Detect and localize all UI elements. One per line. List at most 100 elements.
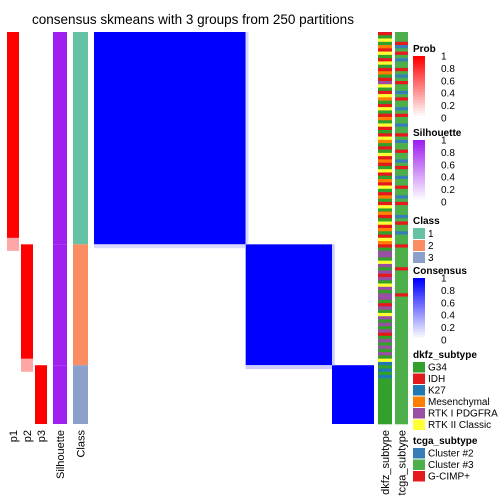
class-legend-label: 3	[428, 253, 434, 264]
tcga-cell	[395, 375, 408, 379]
dkfz-cell	[378, 146, 392, 150]
dkfz-cell	[378, 322, 392, 327]
tcga-cell	[395, 234, 408, 239]
tcga-cell	[395, 136, 408, 141]
tcga-cell	[395, 84, 408, 88]
silhouette-legend-swatch	[413, 186, 425, 190]
dkfz-cell	[378, 51, 392, 56]
dkfz-cell	[378, 388, 392, 392]
consensus-legend-swatch	[413, 327, 425, 331]
dkfz-cell	[378, 198, 392, 203]
dkfz-cell	[378, 169, 392, 173]
tcga-cell	[395, 103, 408, 108]
silhouette-legend-swatch	[413, 191, 425, 195]
tcga-cell	[395, 214, 408, 219]
dkfz-cell	[378, 64, 392, 69]
dkfz-subtype-legend-swatch	[413, 408, 425, 419]
dkfz-cell	[378, 273, 392, 278]
dkfz-cell	[378, 407, 392, 412]
consensus-block-3	[332, 365, 374, 424]
tcga-cell	[395, 378, 408, 382]
tcga-cell	[395, 77, 408, 82]
consensus-legend-swatch	[413, 303, 425, 307]
tcga-cell	[395, 74, 408, 79]
dkfz-cell	[378, 175, 392, 180]
tcga-cell	[395, 391, 408, 395]
dkfz-subtype-legend-label: G34	[428, 363, 447, 374]
dkfz-cell	[378, 195, 392, 199]
prob-legend-tick: 0.8	[441, 64, 455, 75]
prob-legend-swatch	[413, 107, 425, 111]
silhouette-legend-swatch	[413, 189, 425, 193]
dkfz-cell	[378, 35, 392, 39]
consensus-legend-tick: 0.4	[441, 311, 455, 322]
tcga-cell	[395, 71, 408, 75]
dkfz-cell	[378, 214, 392, 219]
dkfz-cell	[378, 136, 392, 141]
silhouette-legend-title: Silhouette	[413, 128, 462, 139]
silhouette-legend-tick: 1	[441, 136, 447, 147]
class-legend-label: 2	[428, 241, 434, 252]
dkfz-cell	[378, 45, 392, 49]
dkfz-cell	[378, 71, 392, 75]
prob-legend-swatch	[413, 68, 425, 72]
dkfz-cell	[378, 231, 392, 235]
silhouette-legend-tick: 0	[441, 198, 447, 209]
dkfz-cell	[378, 172, 392, 177]
class-legend-swatch	[413, 228, 425, 239]
dkfz-cell	[378, 32, 392, 36]
dkfz-cell	[378, 237, 392, 242]
tcga-cell	[395, 182, 408, 186]
silhouette-legend-swatch	[413, 181, 425, 185]
plot-area	[7, 32, 408, 425]
consensus-legend-swatch	[413, 296, 425, 300]
tcga-cell	[395, 277, 408, 281]
dkfz-cell	[378, 299, 392, 304]
tcga-cell	[395, 64, 408, 69]
tcga-cell	[395, 322, 408, 327]
dkfz-cell	[378, 67, 392, 72]
prob-legend-swatch	[413, 63, 425, 67]
silhouette-block-2	[53, 244, 67, 366]
dkfz-cell	[378, 375, 392, 379]
dkfz-cell	[378, 192, 392, 196]
tcga-cell	[395, 90, 408, 95]
tcga-cell	[395, 172, 408, 177]
dkfz-cell	[378, 61, 392, 65]
dkfz-cell	[378, 250, 392, 255]
prob-legend-tick: 1	[441, 52, 447, 63]
dkfz-cell	[378, 306, 392, 310]
consensus-legend-tick: 0.6	[441, 298, 455, 309]
dkfz-cell	[378, 81, 392, 85]
silhouette-legend-swatch	[413, 155, 425, 159]
dkfz-cell	[378, 221, 392, 226]
dkfz-subtype-legend-swatch	[413, 362, 425, 373]
consensus-heatmap	[94, 32, 374, 424]
tcga-subtype-legend-label: Cluster #2	[428, 449, 474, 460]
tcga-cell	[395, 339, 408, 343]
dkfz-cell	[378, 58, 392, 62]
prob-legend-swatch	[413, 97, 425, 101]
tcga-cell	[395, 273, 408, 278]
dkfz-cell	[378, 397, 392, 402]
dkfz-cell	[378, 280, 392, 284]
dkfz-cell	[378, 94, 392, 98]
consensus-legend-swatch	[413, 319, 425, 323]
dkfz-cell	[378, 381, 392, 386]
tcga-cell	[395, 185, 408, 190]
tcga-cell	[395, 146, 408, 150]
tcga-subtype-legend-swatch	[413, 448, 425, 459]
tcga-cell	[395, 110, 408, 114]
prob-legend-swatch	[413, 110, 425, 114]
tcga-cell	[395, 156, 408, 160]
tcga-cell	[395, 290, 408, 294]
tcga-cell	[395, 365, 408, 369]
tcga-cell	[395, 100, 408, 105]
tcga-cell	[395, 371, 408, 376]
dkfz-cell	[378, 205, 392, 209]
dkfz-cell	[378, 185, 392, 190]
p3-track	[35, 32, 47, 424]
silhouette-legend-swatch	[413, 165, 425, 169]
tcga-cell	[395, 401, 408, 405]
tcga-cell	[395, 228, 408, 232]
